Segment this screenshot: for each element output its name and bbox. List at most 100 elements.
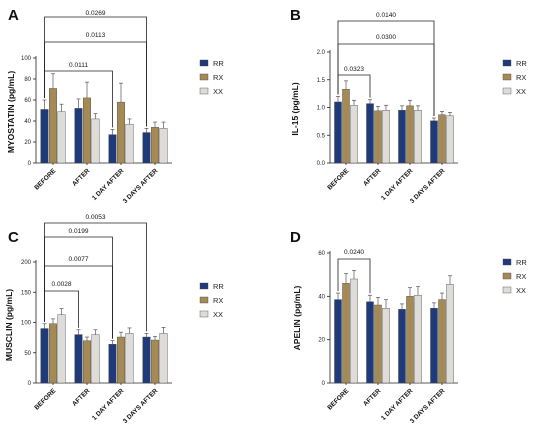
y-tick-label: 60 [318, 251, 325, 257]
significance-bracket [44, 290, 79, 328]
y-tick-label: 100 [21, 321, 32, 327]
x-tick-label: AFTER [362, 167, 382, 187]
bar-rr [40, 109, 49, 164]
bar-rr [398, 309, 406, 384]
bar-xx [414, 295, 422, 384]
p-value-label: 0.0140 [376, 12, 396, 19]
y-tick-label: 50 [24, 351, 31, 357]
bar-rr [108, 344, 117, 384]
legend-label: XX [516, 87, 526, 96]
panel-letter: C [8, 229, 19, 246]
x-tick-label: 1 DAY AFTER [91, 167, 126, 202]
significance-bracket [337, 74, 371, 98]
panel-letter: B [290, 7, 301, 24]
x-tick-label: 1 DAY AFTER [380, 167, 415, 202]
y-tick-label: 0.5 [317, 133, 326, 139]
y-axis-title: MYOSTATIN (pg/mL) [6, 71, 16, 153]
significance-bracket [337, 43, 435, 117]
panel-letter: A [8, 7, 19, 24]
x-tick-label: AFTER [71, 387, 91, 407]
x-tick-label: BEFORE [33, 167, 58, 192]
bar-xx [414, 110, 422, 164]
bar-rx [83, 97, 91, 164]
legend-swatch-rx [502, 272, 512, 280]
y-tick-label: 1.0 [317, 106, 326, 112]
bar-xx [91, 118, 100, 164]
bar-xx [125, 333, 134, 384]
legend-label: XX [213, 87, 223, 96]
y-tick-label: 20 [318, 338, 325, 344]
x-tick-label: BEFORE [326, 387, 351, 412]
x-tick-label: 1 DAY AFTER [380, 387, 415, 422]
y-tick-label: 80 [24, 77, 31, 83]
significance-bracket [44, 70, 113, 128]
legend-swatch-rx [199, 296, 209, 304]
y-tick-label: 40 [318, 294, 325, 300]
y-tick-label: 150 [21, 290, 32, 296]
y-axis-title: APELIN (pg/mL) [292, 285, 302, 350]
significance-bracket [337, 258, 371, 294]
legend-label: RX [213, 73, 223, 82]
y-tick-label: 20 [24, 140, 31, 146]
legend-label: RR [516, 59, 527, 68]
y-tick-label: 0 [322, 381, 326, 387]
x-tick-label: 3 DAYS AFTER [122, 387, 160, 425]
bar-rx [342, 88, 350, 164]
bar-rx [438, 114, 446, 164]
panel-c: C MUSCLIN (pg/mL) 0 50 100 150 200 BEFORE AFTER 1… [4, 214, 224, 425]
x-tick-label: AFTER [71, 167, 91, 187]
legend-swatch-xx [199, 310, 209, 318]
x-tick-label: 3 DAYS AFTER [122, 167, 160, 205]
bar-rx [374, 110, 382, 164]
bar-rr [366, 301, 374, 384]
legend-swatch-rx [199, 73, 209, 81]
bar-rx [438, 299, 446, 384]
panel-b: B IL-15 (pg/mL) 0.0 0.5 1.0 1.5 2.0 BEFORE AFTER… [290, 7, 527, 205]
bar-rr [430, 308, 438, 384]
y-axis-title: IL-15 (pg/mL) [290, 82, 300, 136]
bar-rx [406, 105, 414, 164]
bar-xx [125, 123, 134, 164]
y-tick-label: 60 [24, 98, 31, 104]
p-value-label: 0.0028 [52, 281, 72, 288]
legend-label: RX [516, 73, 526, 82]
legend-swatch-xx [199, 87, 209, 95]
bar-rx [374, 304, 382, 384]
y-tick-label: 2.0 [317, 50, 326, 56]
x-tick-label: AFTER [362, 387, 382, 407]
legend-swatch-xx [502, 286, 512, 294]
p-value-label: 0.0113 [86, 32, 106, 39]
legend-label: XX [516, 286, 526, 295]
y-tick-label: 40 [24, 119, 31, 125]
bar-rr [142, 132, 151, 164]
y-tick-label: 200 [21, 260, 32, 266]
bar-rr [334, 299, 342, 384]
panel-a: A MYOSTATIN (pg/mL) 0 20 40 60 80 100 BEFORE AFTE… [6, 7, 224, 205]
x-tick-label: 3 DAYS AFTER [409, 387, 447, 425]
bar-rx [151, 127, 159, 164]
p-value-label: 0.0053 [86, 214, 106, 221]
bar-rr [74, 108, 83, 164]
bar-xx [446, 115, 454, 164]
legend-swatch-rr [502, 258, 512, 266]
p-value-label: 0.0300 [376, 34, 396, 41]
x-tick-label: BEFORE [326, 167, 351, 192]
bar-rx [342, 283, 350, 384]
y-tick-label: 0 [28, 161, 32, 167]
panel-letter: D [290, 229, 301, 246]
x-tick-label: 3 DAYS AFTER [409, 167, 447, 205]
bar-xx [350, 105, 358, 164]
bar-xx [91, 334, 100, 384]
p-value-label: 0.0111 [69, 62, 88, 69]
bar-rr [74, 334, 83, 384]
bar-rx [151, 339, 159, 384]
bar-rr [40, 328, 49, 384]
bar-rr [142, 336, 151, 384]
significance-bracket [44, 41, 147, 127]
y-tick-label: 1.5 [317, 78, 326, 84]
legend-label: RR [516, 258, 527, 267]
legend-swatch-xx [502, 87, 512, 95]
bar-xx [57, 314, 66, 384]
bar-rr [398, 110, 406, 164]
